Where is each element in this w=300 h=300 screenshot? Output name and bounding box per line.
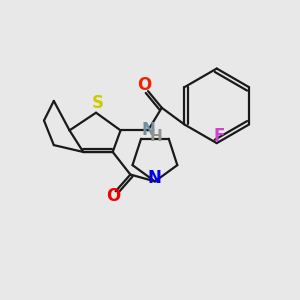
Text: N: N xyxy=(141,122,155,140)
Text: N: N xyxy=(148,169,162,188)
Text: S: S xyxy=(92,94,104,112)
Text: O: O xyxy=(137,76,151,94)
Text: O: O xyxy=(106,187,121,205)
Text: H: H xyxy=(149,129,162,144)
Text: F: F xyxy=(213,127,224,145)
